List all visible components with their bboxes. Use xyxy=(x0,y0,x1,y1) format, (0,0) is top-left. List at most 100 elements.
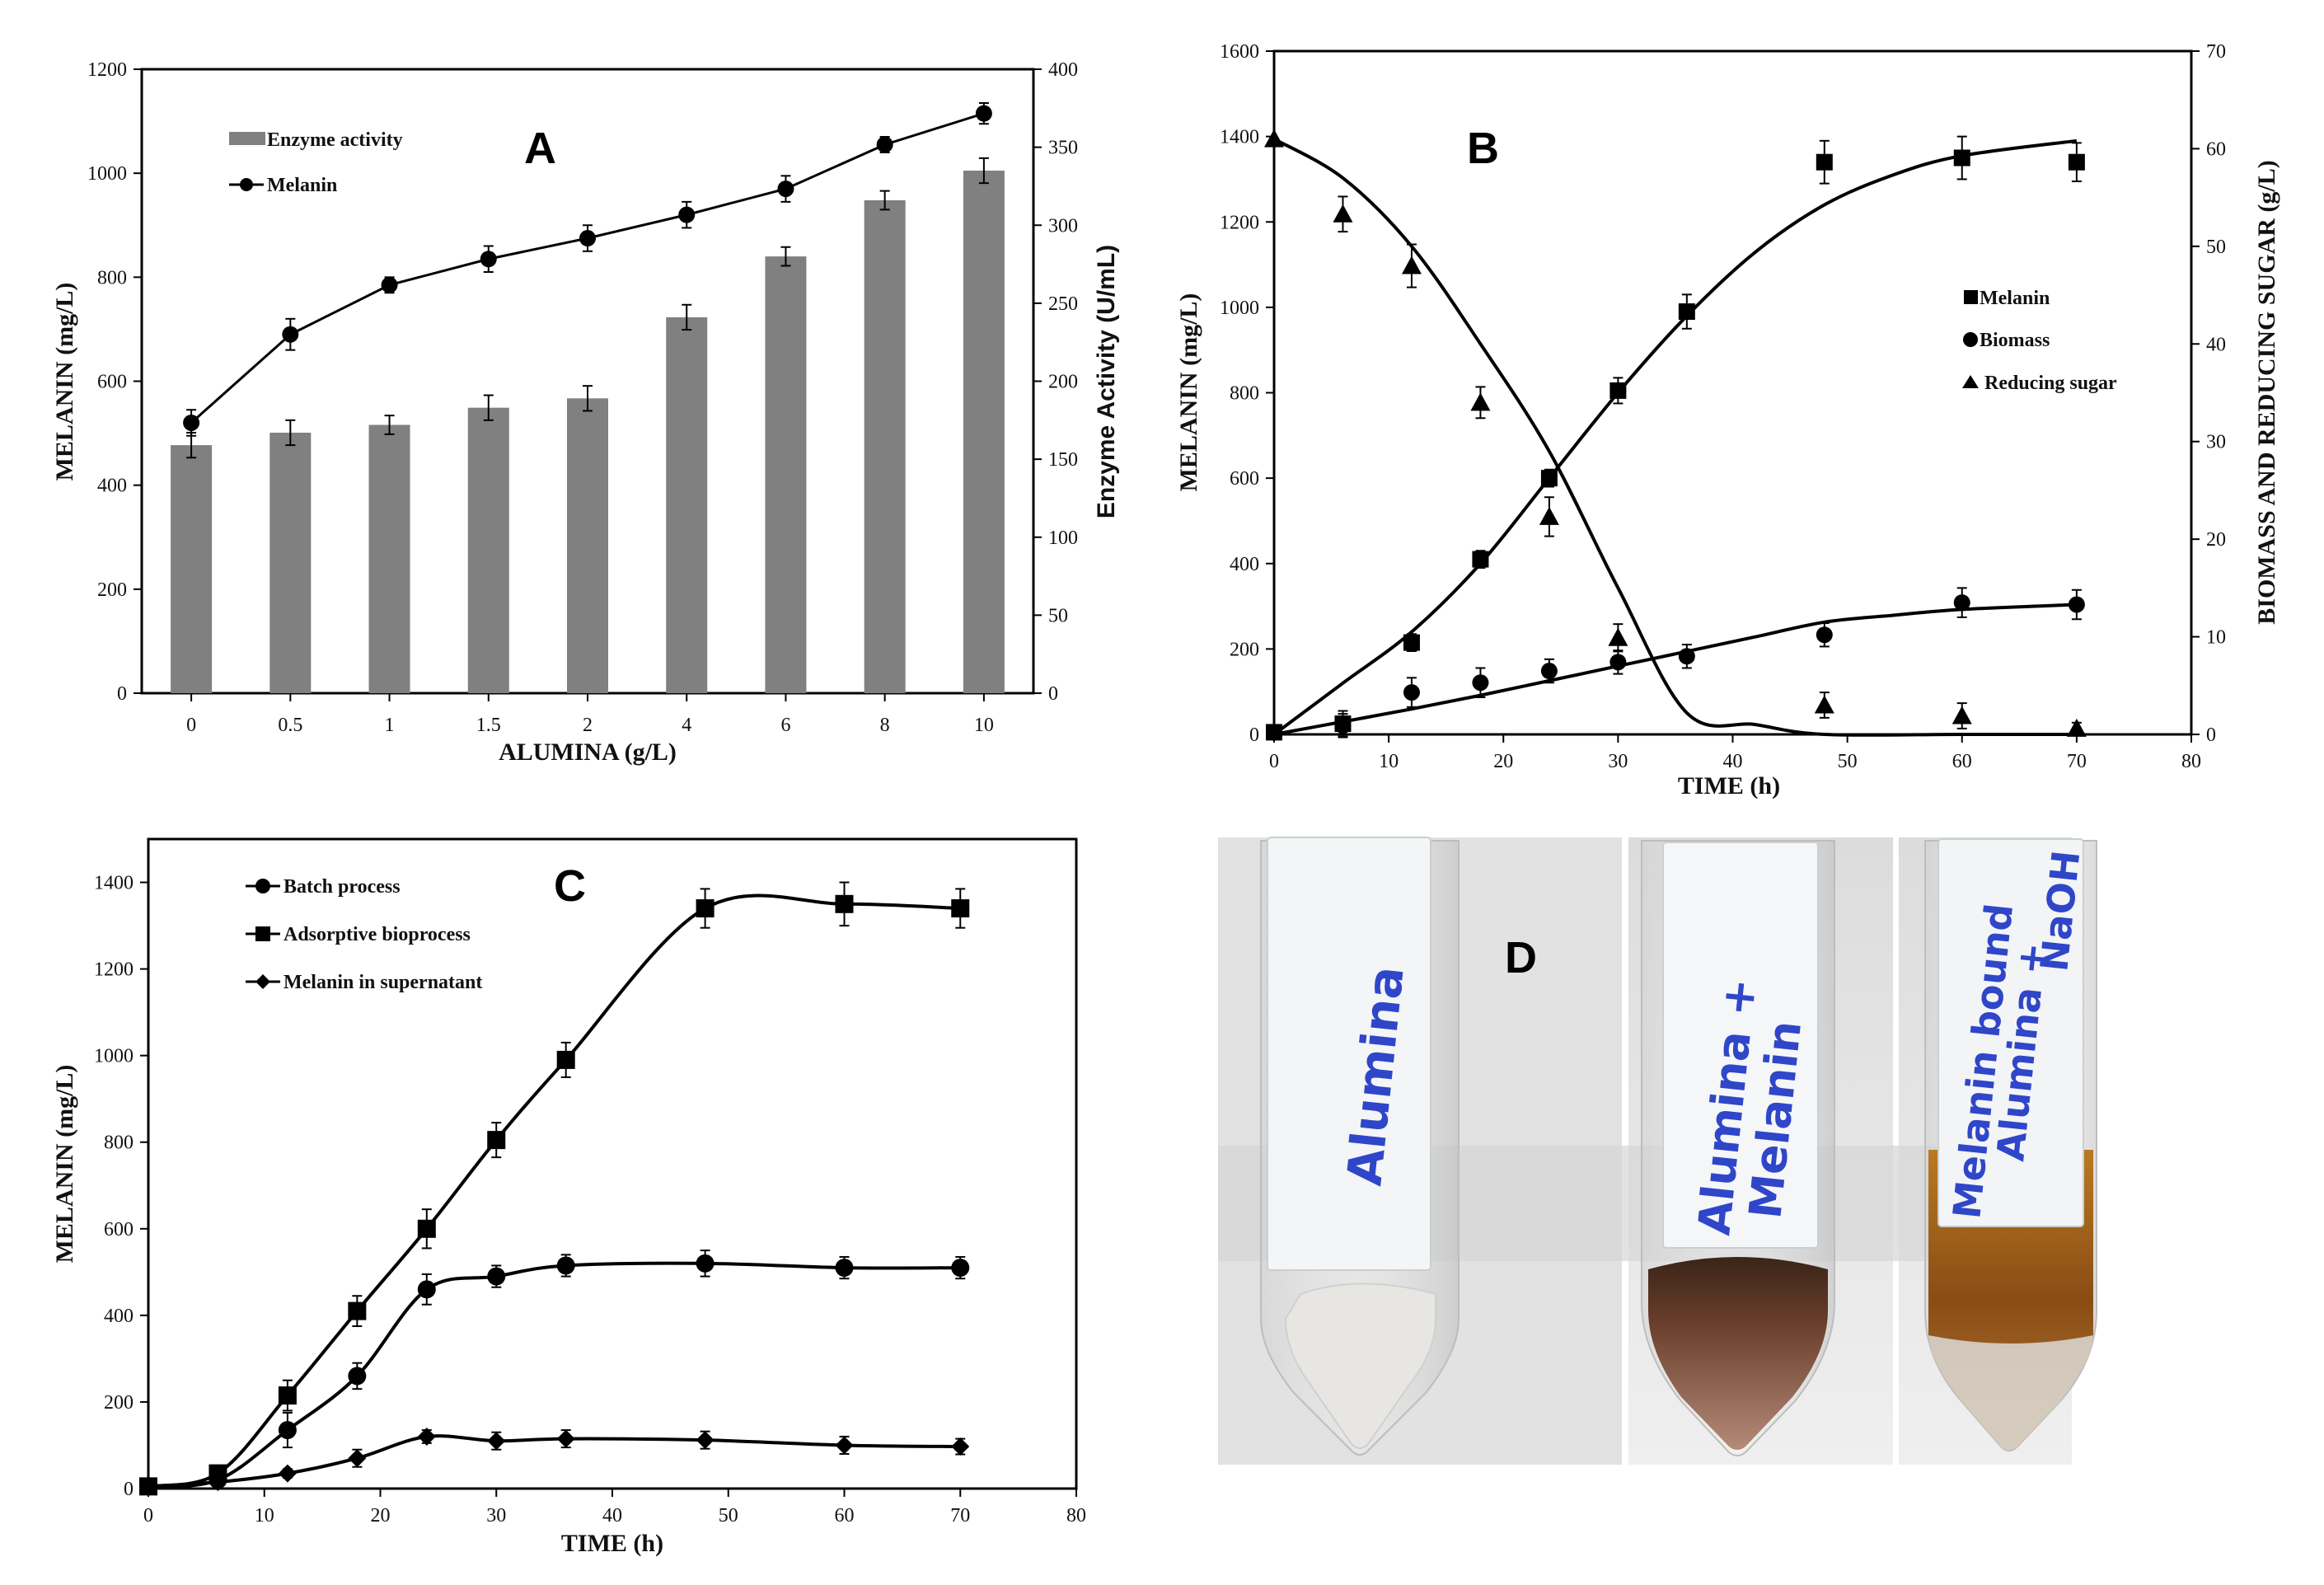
biomass-point xyxy=(1678,648,1695,665)
batch-process-line xyxy=(148,1261,961,1489)
melanin-point xyxy=(2068,153,2085,171)
panel-a-y-tick-label: 800 xyxy=(97,267,127,288)
panel-b-y2-tick-label: 40 xyxy=(2206,334,2226,355)
enzyme-activity-bar xyxy=(864,199,906,694)
panel-a-y2-tick-label: 100 xyxy=(1048,528,1078,549)
panel-b-x-tick-label: 30 xyxy=(1608,751,1628,772)
panel-c-y-tick-label: 600 xyxy=(104,1219,134,1240)
legend-marker-supernatant xyxy=(255,974,270,989)
melanin-in-supernatant-point xyxy=(835,1436,854,1455)
biomass-point xyxy=(1266,724,1282,741)
panel-c-y-axis-title: MELANIN (mg/L) xyxy=(51,1065,78,1264)
melanin-in-supernatant-point xyxy=(556,1429,575,1448)
melanin-point xyxy=(1540,470,1558,487)
panel-a-y-tick-label: 600 xyxy=(97,372,127,393)
enzyme-activity-bar xyxy=(171,445,213,693)
legend-label-melanin: Melanin xyxy=(267,175,337,196)
tube-content-alumina xyxy=(1284,1283,1436,1449)
panel-c-x-tick-label: 30 xyxy=(486,1505,506,1526)
melanin-point xyxy=(1953,149,1970,166)
enzyme-activity-bar xyxy=(368,424,410,693)
panel-b-x-tick-label: 10 xyxy=(1379,751,1399,772)
tube-label-paper xyxy=(1662,842,1819,1249)
melanin-point xyxy=(1816,153,1833,171)
panel-a-ticks: 0200400600800100012000501001502002503003… xyxy=(87,59,1078,736)
panel-a-x-axis-title: ALUMINA (g/L) xyxy=(499,739,677,766)
melanin-point xyxy=(1609,382,1627,399)
tube-alumina-melanin: Alumina + Melanin xyxy=(1641,840,1835,1456)
reducing-sugar-point xyxy=(1470,392,1491,411)
adsorptive-bioprocess-point xyxy=(417,1219,436,1238)
tube-label-paper xyxy=(1937,838,2084,1227)
legend-marker-melanin-b xyxy=(1964,290,1978,304)
panel-a-x-tick-label: 1.5 xyxy=(476,715,501,736)
adsorptive-bioprocess-point xyxy=(556,1050,575,1069)
panel-b-x-tick-label: 50 xyxy=(1838,751,1858,772)
panel-a-y2-axis-title: Enzyme Activity (U/mL) xyxy=(1093,245,1120,518)
panel-c-y-tick-label: 400 xyxy=(104,1306,134,1327)
panel-a-y2-tick-label: 350 xyxy=(1048,138,1078,159)
panel-c-x-tick-label: 10 xyxy=(255,1505,274,1526)
panel-a-legend: Enzyme activity Melanin xyxy=(229,129,403,196)
adsorptive-bioprocess-point xyxy=(348,1301,367,1320)
melanin-in-supernatant-point xyxy=(209,1473,227,1492)
batch-process-point xyxy=(278,1421,297,1440)
tube-content-brown xyxy=(1648,1257,1828,1450)
biomass-point xyxy=(1609,654,1627,671)
panel-b-y-tick-label: 1200 xyxy=(1220,212,1259,233)
panel-b-y-tick-label: 1600 xyxy=(1220,41,1259,63)
biomass-point xyxy=(2068,596,2085,613)
reducing-sugar-point xyxy=(1401,256,1422,274)
panel-a-y2-tick-label: 0 xyxy=(1048,683,1058,705)
panel-c-x-tick-label: 0 xyxy=(143,1505,153,1526)
melanin-in-supernatant-point xyxy=(139,1477,157,1496)
batch-process-point xyxy=(951,1259,970,1278)
reducing-sugar-point xyxy=(1814,695,1834,714)
batch-process-point xyxy=(696,1254,715,1273)
biomass-point xyxy=(1953,594,1970,612)
melanin-in-supernatant-point xyxy=(417,1427,436,1446)
panel-c-y-tick-label: 1000 xyxy=(94,1046,134,1067)
biomass-point xyxy=(1540,663,1558,680)
reducing-sugar-point xyxy=(2066,718,2087,737)
melanin-in-supernatant-point xyxy=(487,1432,506,1451)
panel-c-x-tick-label: 60 xyxy=(835,1505,855,1526)
panel-b-y2-tick-label: 0 xyxy=(2206,725,2216,746)
adsorptive-bioprocess-line xyxy=(148,893,961,1489)
panel-b-y-tick-label: 400 xyxy=(1230,554,1259,575)
panel-a-letter: A xyxy=(524,124,556,173)
panel-a-bars xyxy=(171,157,1005,694)
biomass-point xyxy=(1816,626,1833,644)
panel-c-y-tick-label: 800 xyxy=(104,1132,134,1154)
melanin-point xyxy=(876,136,893,153)
legend-marker-melanin xyxy=(240,178,253,191)
enzyme-activity-bar xyxy=(269,432,312,693)
panel-a-y2-tick-label: 300 xyxy=(1048,215,1078,237)
adsorptive-bioprocess-point xyxy=(951,899,970,918)
panel-b-points xyxy=(1264,129,2087,741)
adsorptive-bioprocess-point xyxy=(835,894,854,913)
reducing-sugar-point xyxy=(1333,204,1353,223)
tube-label-paper xyxy=(1267,837,1431,1271)
enzyme-activity-bar xyxy=(467,407,509,693)
panel-a-x-tick-label: 2 xyxy=(583,715,593,736)
panel-b-y-tick-label: 800 xyxy=(1230,383,1259,405)
adsorptive-bioprocess-point xyxy=(696,899,715,918)
reducing-sugar-point xyxy=(1608,627,1628,646)
melanin-in-supernatant-point xyxy=(278,1464,297,1483)
adsorptive-bioprocess-point xyxy=(278,1386,297,1405)
fit-line-melanin xyxy=(1272,138,2078,736)
enzyme-activity-bar xyxy=(765,256,807,694)
enzyme-activity-bar xyxy=(963,171,1005,693)
panel-c-legend: Batch process Adsorptive bioprocess Mela… xyxy=(246,876,482,993)
tube-melanin-bound-alumina-naoh: Melanin bound Alumina + NaOH xyxy=(1924,838,2097,1451)
panel-a-y-tick-label: 400 xyxy=(97,476,127,497)
legend-label-melanin-b: Melanin xyxy=(1980,288,2050,309)
panel-a-y-tick-label: 0 xyxy=(117,683,127,705)
panel-d-photo: Alumina Alumina + Melanin Melanin bound … xyxy=(1218,837,2097,1465)
melanin-point xyxy=(183,414,200,431)
legend-label-adsorptive: Adsorptive bioprocess xyxy=(283,924,471,945)
melanin-in-supernatant-point xyxy=(348,1449,367,1468)
panel-a-y2-tick-label: 200 xyxy=(1048,372,1078,393)
